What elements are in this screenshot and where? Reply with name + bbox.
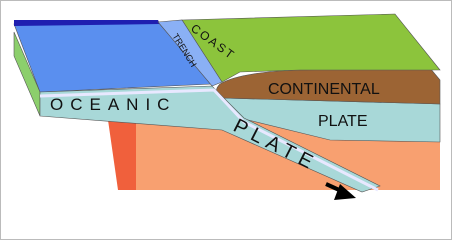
oceanic-label: OCEANIC <box>50 95 176 114</box>
continental-label: CONTINENTAL <box>268 81 380 98</box>
continental-plate-label: PLATE <box>318 113 368 130</box>
diagram: COAST TRENCH CONTINENTAL PLATE OCEANIC P… <box>0 0 452 240</box>
